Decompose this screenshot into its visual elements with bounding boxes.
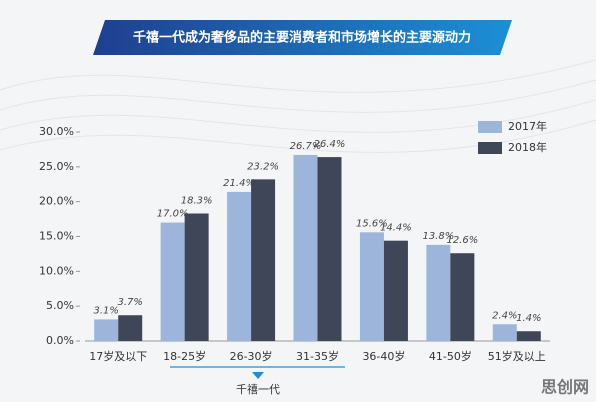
bar [450, 253, 475, 341]
value-label: 12.6% [446, 235, 478, 246]
bracket-arrow [252, 372, 264, 379]
bar [184, 213, 209, 341]
x-tick-label: 26-30岁 [230, 349, 273, 363]
value-label: 2.4% [492, 310, 517, 321]
value-label: 26.4% [314, 139, 346, 150]
x-tick-label: 17岁及以下 [89, 349, 147, 363]
bar [227, 191, 252, 341]
bar [383, 240, 408, 341]
y-tick-label: 5.0% [46, 299, 74, 312]
y-tick-label: 15.0% [39, 230, 74, 243]
x-tick-label: 36-40岁 [362, 349, 405, 363]
value-label: 15.6% [356, 218, 388, 229]
bar [251, 179, 276, 341]
x-tick-label: 31-35岁 [296, 349, 339, 363]
bar [317, 157, 342, 341]
legend-label: 2017年 [508, 119, 547, 133]
y-tick-label: 30.0% [39, 125, 74, 138]
title-banner [93, 20, 512, 55]
legend-label: 2018年 [508, 140, 547, 154]
bar [426, 244, 451, 341]
value-label: 3.7% [118, 297, 143, 308]
chart-title: 千禧一代成为奢侈品的主要消费者和市场增长的主要源动力 [133, 30, 471, 46]
value-label: 13.8% [422, 231, 454, 242]
value-label: 3.1% [94, 305, 119, 316]
x-tick-label: 18-25岁 [163, 349, 206, 363]
background-curves [0, 59, 596, 153]
value-label: 26.7% [290, 141, 322, 152]
bar [293, 154, 318, 341]
bar [359, 232, 384, 341]
bar [160, 222, 185, 341]
legend-swatch [478, 142, 502, 154]
value-label: 18.3% [181, 196, 213, 207]
bar [118, 315, 143, 341]
watermark: 思创网 [541, 378, 589, 397]
value-label: 17.0% [157, 209, 189, 220]
value-label: 14.4% [380, 223, 412, 234]
bar [94, 319, 119, 341]
bar [492, 324, 517, 341]
value-label: 23.2% [247, 161, 279, 172]
x-tick-label: 41-50岁 [429, 349, 472, 363]
x-tick-label: 51岁及以上 [488, 349, 546, 363]
y-tick-label: 25.0% [39, 160, 74, 173]
annotation: 千禧一代 [236, 383, 280, 396]
y-tick-label: 0.0% [46, 334, 74, 347]
value-label: 1.4% [516, 313, 541, 324]
value-label: 21.4% [223, 178, 255, 189]
bar [516, 331, 541, 341]
y-tick-label: 20.0% [39, 195, 74, 208]
y-tick-label: 10.0% [39, 264, 74, 277]
legend-swatch [478, 121, 502, 133]
